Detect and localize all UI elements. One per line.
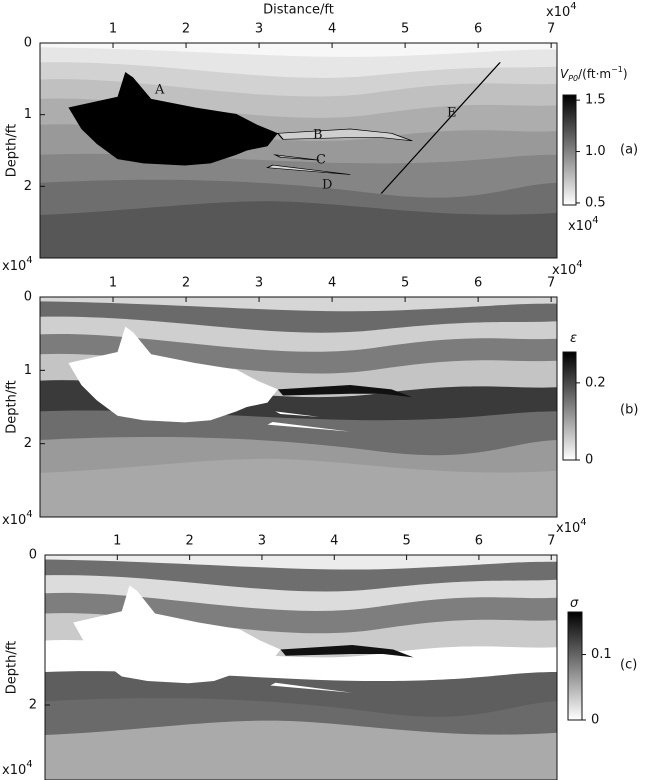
colorbar-tick-label: 0.1 [591, 647, 612, 662]
annotation: E [447, 106, 457, 121]
x-tick-label: 7 [547, 534, 555, 549]
panel-label: (c) [620, 658, 637, 673]
y-axis-label: Depth/ft [5, 380, 20, 433]
x-tick-label: 3 [255, 22, 263, 37]
y-axis-label: Depth/ft [5, 641, 20, 694]
x-tick-label: 7 [547, 22, 555, 37]
annotation: B [313, 128, 323, 143]
colorbar-tick-label: 0 [585, 453, 593, 468]
colorbar-tick-label: 0 [591, 713, 599, 728]
colorbar-tick-label: 0.2 [585, 375, 606, 390]
x-tick-label: 1 [113, 534, 121, 549]
x-tick-label: 5 [401, 22, 409, 37]
colorbar-label-part: V [560, 67, 569, 81]
y-tick-label: 2 [29, 698, 37, 713]
model-image [45, 555, 557, 780]
y-tick-label: 0 [29, 548, 37, 563]
multiplier-base: x10 [556, 521, 580, 536]
x-tick-label: 2 [182, 22, 190, 37]
multiplier: x104 [546, 1, 577, 20]
x-tick-label: 1 [109, 276, 117, 291]
multiplier-base: x10 [2, 259, 26, 274]
multiplier-exponent: 4 [570, 1, 576, 12]
multiplier: x104 [2, 509, 33, 528]
multiplier-exponent: 4 [26, 509, 32, 520]
multiplier-base: x10 [2, 513, 26, 528]
model-image [40, 43, 557, 259]
multiplier-exponent: 4 [26, 759, 32, 770]
frame [39, 296, 558, 518]
y-tick-label: 0 [24, 290, 32, 305]
frame [44, 554, 558, 780]
colorbar-label: ε [570, 331, 577, 346]
multiplier-exponent: 4 [580, 517, 586, 528]
colorbar-label: VP0/(ft·m−1) [560, 65, 628, 83]
colorbar [567, 611, 583, 721]
colorbar-label: σ [570, 596, 579, 611]
multiplier-base: x10 [546, 5, 570, 20]
x-axis-label: Distance/ft [263, 3, 334, 18]
x-tick-label: 6 [474, 276, 482, 291]
x-tick-label: 1 [109, 22, 117, 37]
x-tick-label: 4 [328, 22, 336, 37]
y-tick-label: 1 [24, 363, 32, 378]
multiplier: x104 [2, 759, 33, 778]
colorbar-label-part: −1 [611, 65, 623, 74]
x-tick-label: 2 [185, 534, 193, 549]
panel-label: (b) [620, 403, 638, 418]
colorbar-tick-label: 1.5 [585, 93, 606, 108]
x-tick-label: 5 [401, 276, 409, 291]
x-tick-label: 6 [475, 534, 483, 549]
colorbar-label-part: P0 [568, 74, 578, 83]
colorbar-label-part: σ [570, 596, 579, 611]
colorbar-label-part: ) [623, 67, 628, 81]
colorbar-tick-label: 0.5 [585, 195, 606, 210]
x-tick-label: 4 [328, 276, 336, 291]
multiplier: x104 [568, 215, 599, 234]
y-tick-label: 2 [24, 179, 32, 194]
y-axis-label: Depth/ft [5, 124, 20, 177]
multiplier: x104 [2, 255, 33, 274]
multiplier-exponent: 4 [592, 215, 598, 226]
multiplier-base: x10 [2, 763, 26, 778]
x-tick-label: 7 [547, 276, 555, 291]
multiplier-exponent: 4 [26, 255, 32, 266]
colorbar-label-part: ε [570, 331, 577, 346]
multiplier-exponent: 4 [576, 259, 582, 270]
frame [39, 42, 558, 259]
multiplier: x104 [552, 259, 583, 278]
annotation: A [154, 83, 165, 98]
annotation: D [322, 178, 332, 193]
x-tick-label: 3 [255, 276, 263, 291]
colorbar-label-part: /(ft·m [578, 67, 611, 81]
annotation: C [316, 153, 326, 168]
x-tick-label: 6 [474, 22, 482, 37]
x-tick-label: 5 [402, 534, 410, 549]
y-tick-label: 1 [24, 107, 32, 122]
x-tick-label: 3 [258, 534, 266, 549]
colorbar [562, 94, 577, 206]
multiplier-base: x10 [568, 219, 592, 234]
fault-line [380, 62, 501, 194]
model-image [40, 297, 557, 517]
x-tick-label: 4 [330, 534, 338, 549]
panel-label: (a) [620, 143, 638, 158]
multiplier-base: x10 [552, 263, 576, 278]
y-tick-label: 0 [24, 36, 32, 51]
x-tick-label: 2 [182, 276, 190, 291]
multiplier: x104 [556, 517, 587, 536]
colorbar-tick-label: 1.0 [585, 144, 606, 159]
y-tick-label: 2 [24, 436, 32, 451]
colorbar [562, 351, 577, 461]
